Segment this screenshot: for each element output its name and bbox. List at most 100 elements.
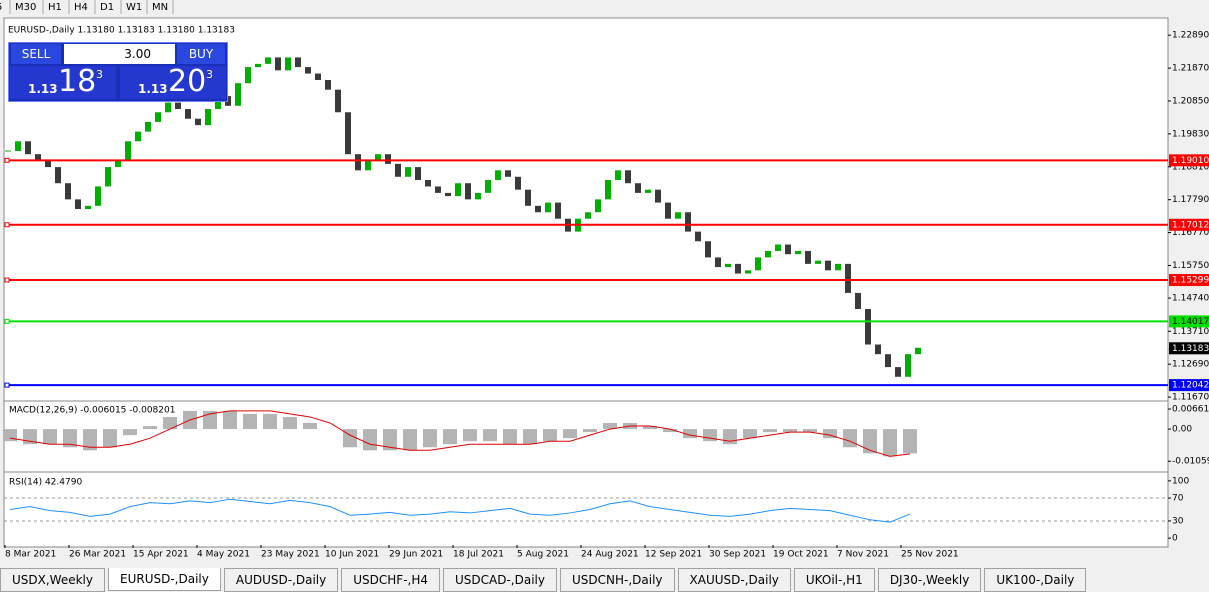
candle (645, 189, 651, 193)
macd-bar (483, 429, 497, 442)
ask-prefix: 1.13 (138, 82, 168, 96)
macd-bar (543, 429, 557, 442)
y-tick-label: 0.006611 (1172, 405, 1209, 415)
y-tick-label: 1.18810 (1172, 162, 1209, 172)
symbol-tab[interactable]: AUDUSD-,Daily (223, 568, 339, 592)
level-handle (4, 157, 10, 163)
candle (185, 109, 191, 119)
timeframe-button[interactable]: MN (152, 2, 168, 13)
timeframe-button[interactable]: D1 (100, 2, 114, 13)
symbol-tab[interactable]: USDCAD-,Daily (443, 568, 557, 592)
x-tick-label: 30 Sep 2021 (709, 550, 766, 560)
y-tick-label: 0 (1172, 534, 1178, 544)
ask-sup: 3 (206, 68, 213, 81)
timeframe-button[interactable]: M30 (15, 2, 36, 13)
macd-bar (783, 429, 797, 433)
symbol-tab[interactable]: XAUUSD-,Daily (677, 568, 791, 592)
y-tick-label: 1.14740 (1172, 294, 1209, 304)
candle (305, 67, 311, 74)
candle (325, 80, 331, 90)
candle (265, 57, 271, 64)
macd-bar (303, 423, 317, 430)
candle (525, 189, 531, 206)
symbol-tab[interactable]: USDX,Weekly (0, 568, 105, 592)
candle (535, 205, 541, 213)
level-handle (4, 277, 10, 283)
chart-area (3, 17, 1169, 548)
macd-bar (223, 410, 237, 430)
macd-bar (43, 429, 57, 445)
level-label-box (1169, 379, 1209, 392)
y-tick-label: 100 (1172, 476, 1189, 486)
symbol-tab[interactable]: EURUSD-,Daily (108, 568, 221, 591)
level-label: 1.12042 (1172, 381, 1209, 391)
timeframe-button[interactable]: H4 (74, 2, 88, 13)
candle (455, 183, 461, 197)
candle (555, 202, 561, 219)
toolbar (0, 0, 1209, 16)
candle (705, 241, 711, 258)
macd-bar (863, 429, 877, 454)
macd-bar (403, 429, 417, 451)
level-label: 1.17012 (1172, 220, 1209, 230)
x-tick-label: 25 Nov 2021 (901, 550, 959, 560)
macd-bar (343, 429, 357, 448)
symbol-tab[interactable]: UK100-,Daily (984, 568, 1087, 592)
symbol-tab[interactable]: DJ30-,Weekly (877, 568, 982, 592)
candle (75, 199, 81, 210)
symbol-tab[interactable]: USDCHF-,H4 (341, 568, 440, 592)
candle (175, 102, 181, 110)
candle (735, 263, 741, 274)
candle (295, 57, 301, 68)
macd-bar (883, 429, 897, 457)
macd-bar (503, 429, 517, 445)
macd-bar (603, 423, 617, 430)
candle (815, 260, 821, 264)
level-handle (4, 318, 10, 324)
macd-bar (803, 429, 817, 433)
lots-input[interactable]: 3.00 (64, 44, 175, 64)
candle (805, 250, 811, 264)
timeframe-button[interactable]: H1 (48, 2, 62, 13)
candle (845, 263, 851, 293)
candle (505, 170, 511, 177)
candle (825, 260, 831, 271)
sell-button[interactable]: SELL (11, 44, 61, 64)
macd-bar (463, 429, 477, 442)
candle (435, 186, 441, 193)
bid-price[interactable]: 1.13 18 3 (10, 64, 116, 99)
candle (235, 83, 241, 106)
candle (475, 192, 481, 200)
candle (365, 160, 371, 171)
candle (195, 118, 201, 126)
symbol-tab[interactable]: UKOil-,H1 (793, 568, 875, 592)
candle (495, 170, 501, 180)
candle (625, 170, 631, 184)
candle (635, 183, 641, 193)
x-tick-label: 4 May 2021 (197, 550, 250, 560)
level-label-box (1169, 218, 1209, 231)
macd-bar (163, 416, 177, 430)
ask-price[interactable]: 1.13 20 3 (120, 64, 226, 99)
macd-bar (143, 426, 157, 430)
symbol-tab[interactable]: USDCNH-,Daily (559, 568, 675, 592)
candle (385, 154, 391, 164)
macd-bar (723, 429, 737, 445)
macd-bar (363, 429, 377, 451)
candle (375, 154, 381, 161)
macd-bar (643, 426, 657, 430)
candle (465, 183, 471, 200)
terminal: EURUSD-,Daily 1.13180 1.13183 1.13180 1.… (0, 0, 1209, 560)
y-tick-label: 0.00 (1172, 425, 1192, 435)
chart-title: EURUSD-,Daily 1.13180 1.13183 1.13180 1.… (8, 26, 235, 36)
macd-bar (683, 429, 697, 439)
x-tick-label: 7 Nov 2021 (837, 550, 889, 560)
candle (655, 189, 661, 203)
macd-bar (763, 429, 777, 433)
candle (855, 292, 861, 310)
candle (415, 167, 421, 180)
buy-button[interactable]: BUY (177, 44, 225, 64)
timeframe-button[interactable]: 5 (0, 2, 2, 13)
timeframe-button[interactable]: W1 (126, 2, 142, 13)
y-tick-label: 1.17790 (1172, 195, 1209, 205)
